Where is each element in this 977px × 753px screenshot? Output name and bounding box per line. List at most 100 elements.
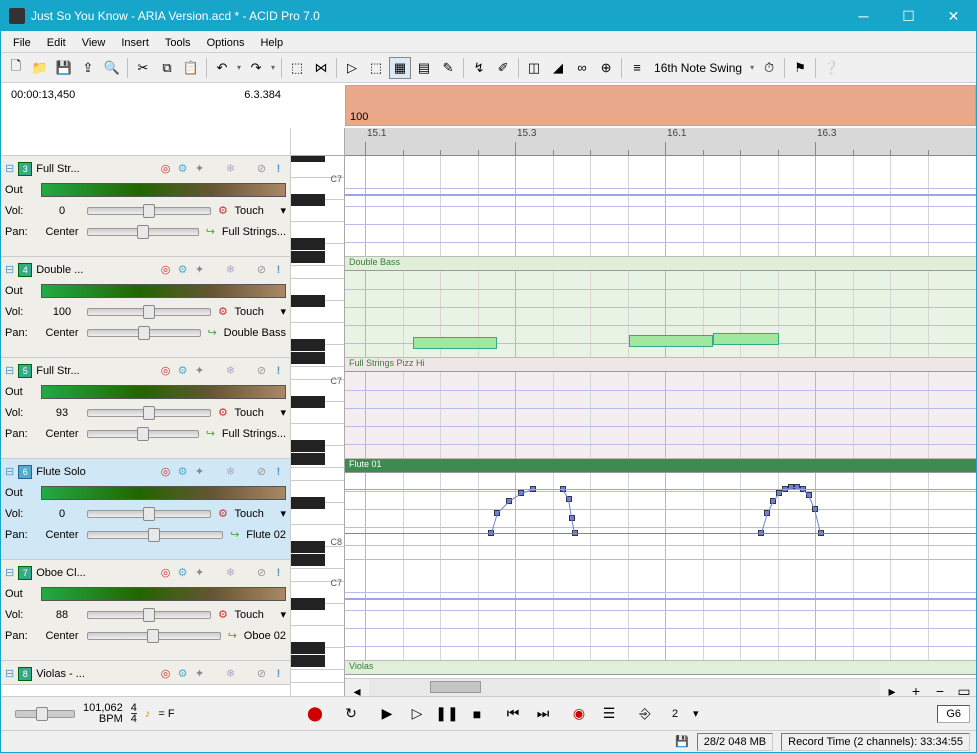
- undo-dropdown[interactable]: ▾: [235, 63, 243, 72]
- maximize-button[interactable]: ☐: [886, 1, 931, 31]
- mute-icon[interactable]: ⊘: [254, 565, 269, 580]
- vol-slider[interactable]: [87, 510, 211, 518]
- bus-icon[interactable]: ↪: [203, 224, 218, 239]
- marker-button[interactable]: ⚑: [789, 57, 811, 79]
- freeze-icon[interactable]: ❄: [223, 464, 238, 479]
- time-signature[interactable]: 4 4: [131, 703, 137, 724]
- bus-icon[interactable]: ↪: [227, 527, 242, 542]
- clip-header[interactable]: Violas: [345, 661, 976, 675]
- track-collapse-icon[interactable]: ⊟: [5, 465, 14, 478]
- track-header[interactable]: ⊟ 5 Full Str... ◎ ⚙ ✦ ❄ ⊘ ! Out Vol: 93 …: [1, 358, 290, 459]
- automation-mode[interactable]: Touch: [234, 205, 276, 217]
- record-arm-icon[interactable]: ◎: [158, 363, 173, 378]
- undo-button[interactable]: ↶: [211, 57, 233, 79]
- zoom-out-button[interactable]: −: [928, 679, 952, 696]
- track-header[interactable]: ⊟ 6 Flute Solo ◎ ⚙ ✦ ❄ ⊘ ! Out Vol: 0 ⚙: [1, 459, 290, 560]
- gear-icon[interactable]: ⚙: [215, 506, 230, 521]
- freeze-icon[interactable]: ❄: [223, 363, 238, 378]
- track-name[interactable]: Violas - ...: [36, 668, 154, 680]
- bus-label[interactable]: Full Strings...: [222, 428, 286, 440]
- freeze-icon[interactable]: ❄: [223, 666, 238, 681]
- scroll-track[interactable]: [369, 679, 880, 696]
- step-dropdown[interactable]: ▾: [693, 707, 699, 720]
- env-tool[interactable]: ↯: [468, 57, 490, 79]
- mode-dropdown[interactable]: ▾: [280, 305, 286, 318]
- snap-mode-label[interactable]: 16th Note Swing: [650, 61, 746, 75]
- freeze-icon[interactable]: ❄: [223, 161, 238, 176]
- menu-help[interactable]: Help: [252, 33, 291, 51]
- track-fx-icon[interactable]: ⚙: [175, 262, 190, 277]
- edit-tool[interactable]: ✐: [492, 57, 514, 79]
- timeline-ruler[interactable]: 15.115.316.116.3: [345, 128, 976, 156]
- automation-icon[interactable]: ✦: [192, 464, 207, 479]
- midi-input-button[interactable]: ⎆: [633, 702, 657, 726]
- record-arm-icon[interactable]: ◎: [158, 666, 173, 681]
- vol-slider[interactable]: [87, 409, 211, 417]
- gear-icon[interactable]: ⚙: [215, 607, 230, 622]
- timeline-lane[interactable]: Full Strings Pizz Hi: [345, 358, 976, 459]
- paste-button[interactable]: 📋: [180, 57, 202, 79]
- quantize-button[interactable]: ≡: [626, 57, 648, 79]
- track-name[interactable]: Full Str...: [36, 365, 154, 377]
- track-header[interactable]: ⊟ 3 Full Str... ◎ ⚙ ✦ ❄ ⊘ ! Out Vol: 0 ⚙: [1, 156, 290, 257]
- mute-icon[interactable]: ⊘: [254, 464, 269, 479]
- mute-icon[interactable]: ⊘: [254, 262, 269, 277]
- track-name[interactable]: Double ...: [36, 264, 154, 276]
- menu-edit[interactable]: Edit: [39, 33, 74, 51]
- close-button[interactable]: ✕: [931, 1, 976, 31]
- bus-label[interactable]: Double Bass: [224, 327, 286, 339]
- track-fx-icon[interactable]: ⚙: [175, 565, 190, 580]
- pan-slider[interactable]: [87, 430, 199, 438]
- automation-icon[interactable]: ✦: [192, 565, 207, 580]
- track-collapse-icon[interactable]: ⊟: [5, 364, 14, 377]
- snap-dropdown[interactable]: ▾: [748, 63, 756, 72]
- pause-button[interactable]: ❚❚: [435, 702, 459, 726]
- redo-button[interactable]: ↷: [245, 57, 267, 79]
- record-arm-icon[interactable]: ◎: [158, 464, 173, 479]
- track-name[interactable]: Flute Solo: [36, 466, 154, 478]
- cut-button[interactable]: ✂: [132, 57, 154, 79]
- track-fx-icon[interactable]: ⚙: [175, 464, 190, 479]
- piano-roll[interactable]: C7C7C8C7: [291, 156, 344, 696]
- zoom-fit-button[interactable]: ▭: [952, 679, 976, 696]
- tempo-strip[interactable]: 100: [345, 85, 976, 126]
- solo-icon[interactable]: !: [271, 161, 286, 176]
- vol-slider[interactable]: [87, 308, 211, 316]
- record-button[interactable]: ⬤: [303, 702, 327, 726]
- mute-icon[interactable]: ⊘: [254, 161, 269, 176]
- freeze-icon[interactable]: ❄: [223, 262, 238, 277]
- pan-slider[interactable]: [87, 228, 199, 236]
- mode-dropdown[interactable]: ▾: [280, 204, 286, 217]
- bus-icon[interactable]: ↪: [203, 426, 218, 441]
- gear-icon[interactable]: ⚙: [215, 203, 230, 218]
- timeline-lane[interactable]: Double Bass: [345, 257, 976, 358]
- automation-mode[interactable]: Touch: [234, 407, 276, 419]
- go-end-button[interactable]: ⏭: [531, 702, 555, 726]
- bus-label[interactable]: Oboe 02: [244, 630, 286, 642]
- fade-tool[interactable]: ◢: [547, 57, 569, 79]
- track-header[interactable]: ⊟ 7 Oboe Cl... ◎ ⚙ ✦ ❄ ⊘ ! Out Vol: 88 ⚙: [1, 560, 290, 661]
- redo-dropdown[interactable]: ▾: [269, 63, 277, 72]
- scroll-thumb[interactable]: [430, 681, 481, 693]
- draw-tool[interactable]: ▷: [341, 57, 363, 79]
- pencil-tool[interactable]: ✎: [437, 57, 459, 79]
- record-arm-icon[interactable]: ◎: [158, 262, 173, 277]
- track-collapse-icon[interactable]: ⊟: [5, 566, 14, 579]
- track-name[interactable]: Full Str...: [36, 163, 154, 175]
- bus-icon[interactable]: ↪: [205, 325, 220, 340]
- timeline-lane[interactable]: Violas: [345, 661, 976, 675]
- gear-icon[interactable]: ⚙: [215, 405, 230, 420]
- menu-insert[interactable]: Insert: [113, 33, 157, 51]
- pan-slider[interactable]: [87, 531, 223, 539]
- gear-icon[interactable]: ⚙: [215, 304, 230, 319]
- track-collapse-icon[interactable]: ⊟: [5, 162, 14, 175]
- mode-dropdown[interactable]: ▾: [280, 406, 286, 419]
- pan-slider[interactable]: [87, 632, 221, 640]
- go-start-button[interactable]: ⏮: [501, 702, 525, 726]
- automation-mode[interactable]: Touch: [234, 508, 276, 520]
- solo-icon[interactable]: !: [271, 666, 286, 681]
- automation-mode[interactable]: Touch: [234, 306, 276, 318]
- clip-header[interactable]: Flute 01: [345, 459, 976, 473]
- record-arm-icon[interactable]: ◎: [158, 565, 173, 580]
- clip-header[interactable]: Full Strings Pizz Hi: [345, 358, 976, 372]
